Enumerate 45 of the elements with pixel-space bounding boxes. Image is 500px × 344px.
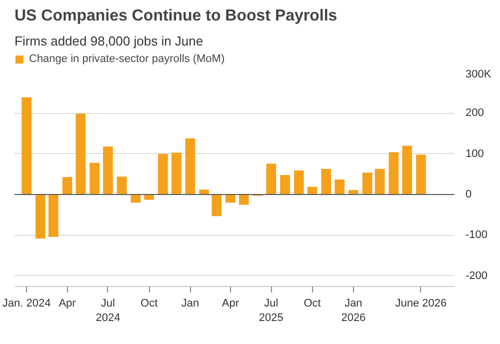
bar xyxy=(185,138,196,195)
x-tick-label: Apr xyxy=(58,298,76,310)
bar xyxy=(212,194,222,216)
bar xyxy=(334,180,344,195)
x-tick-label: Jan. 2024 xyxy=(2,298,51,310)
bar xyxy=(36,194,46,238)
x-tick-label: Jan 2026 xyxy=(341,298,366,324)
bar xyxy=(266,164,276,195)
x-tick-label: Jul 2025 xyxy=(258,298,284,324)
bar xyxy=(388,152,399,195)
y-tick-label: 100 xyxy=(466,148,484,160)
bar xyxy=(238,194,249,205)
bar xyxy=(22,97,32,195)
y-tick-label: 0 xyxy=(466,188,472,201)
y-tick-label: 300K xyxy=(466,68,492,80)
bar xyxy=(144,194,154,200)
bar xyxy=(199,190,210,195)
bar xyxy=(171,152,182,195)
x-tick-label: Apr xyxy=(222,298,240,310)
legend-label: Change in private-sector payrolls (MoM) xyxy=(29,53,225,65)
chart-subtitle: Firms added 98,000 jobs in June xyxy=(14,34,204,48)
chart-title: US Companies Continue to Boost Payrolls xyxy=(14,8,338,24)
y-tick-label: 200 xyxy=(466,107,484,120)
bar xyxy=(294,170,304,195)
bar xyxy=(90,162,100,195)
x-tick-label: June 2026 xyxy=(395,298,447,310)
bar xyxy=(362,172,372,195)
bar xyxy=(158,154,168,195)
bar xyxy=(103,146,113,195)
bar xyxy=(48,194,58,237)
bar xyxy=(402,146,412,195)
bar xyxy=(116,176,127,195)
bar xyxy=(280,175,290,195)
x-tick-label: Jan xyxy=(181,298,200,310)
x-tick-label: Oct xyxy=(304,298,321,310)
bar xyxy=(416,154,426,195)
x-tick-label: Jul 2024 xyxy=(96,298,120,324)
bar xyxy=(226,194,236,203)
bar xyxy=(76,114,86,195)
y-tick-label: -100 xyxy=(466,229,488,242)
bar xyxy=(62,177,72,195)
y-tick-label: -200 xyxy=(466,270,488,282)
x-tick-label: Oct xyxy=(140,298,158,310)
bar xyxy=(374,168,385,195)
bar xyxy=(321,168,332,195)
